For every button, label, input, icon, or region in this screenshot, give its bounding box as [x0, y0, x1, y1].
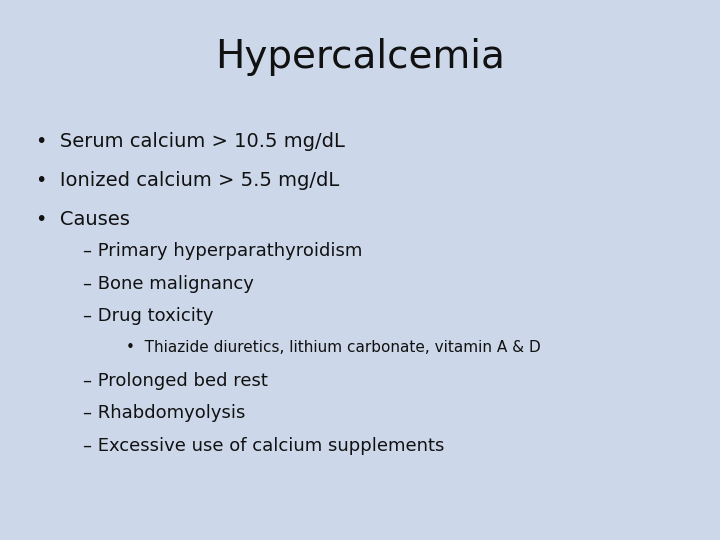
Text: – Rhabdomyolysis: – Rhabdomyolysis: [83, 404, 246, 422]
Text: •  Ionized calcium > 5.5 mg/dL: • Ionized calcium > 5.5 mg/dL: [36, 171, 339, 190]
Text: – Bone malignancy: – Bone malignancy: [83, 275, 253, 293]
Text: Hypercalcemia: Hypercalcemia: [215, 38, 505, 76]
Text: – Primary hyperparathyroidism: – Primary hyperparathyroidism: [83, 242, 362, 260]
Text: – Prolonged bed rest: – Prolonged bed rest: [83, 372, 268, 390]
Text: – Drug toxicity: – Drug toxicity: [83, 307, 213, 325]
Text: – Excessive use of calcium supplements: – Excessive use of calcium supplements: [83, 437, 444, 455]
Text: •  Causes: • Causes: [36, 210, 130, 229]
Text: •  Serum calcium > 10.5 mg/dL: • Serum calcium > 10.5 mg/dL: [36, 132, 345, 151]
Text: •  Thiazide diuretics, lithium carbonate, vitamin A & D: • Thiazide diuretics, lithium carbonate,…: [126, 340, 541, 355]
